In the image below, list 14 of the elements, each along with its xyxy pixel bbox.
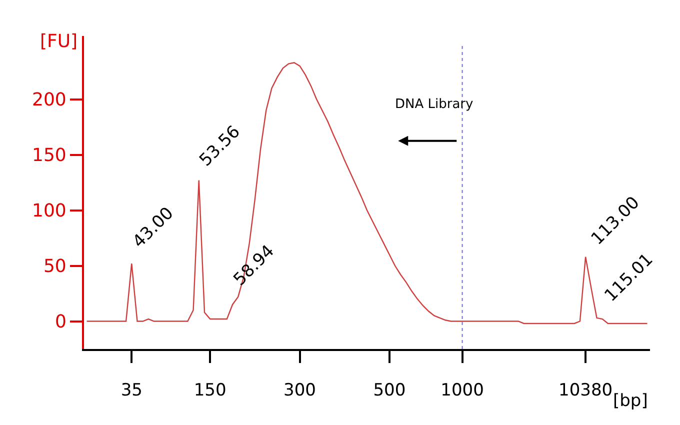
y-tick-label: 150 [32,145,66,166]
x-tick-label: 500 [373,380,406,400]
x-tick-label: 150 [194,380,226,400]
x-tick-label: 35 [120,380,142,400]
x-axis-title: [bp] [613,391,648,411]
x-tick-label: 10380 [558,380,613,400]
y-tick-label: 100 [32,200,66,222]
annotation: DNA Library [395,97,474,112]
y-axis-title: [FU] [40,31,78,52]
y-tick-label: 200 [32,90,66,111]
x-tick-label: 1000 [440,380,484,400]
x-tick-label: 300 [284,380,316,400]
y-tick-label: 0 [54,312,66,333]
y-tick-label: 50 [43,256,66,278]
